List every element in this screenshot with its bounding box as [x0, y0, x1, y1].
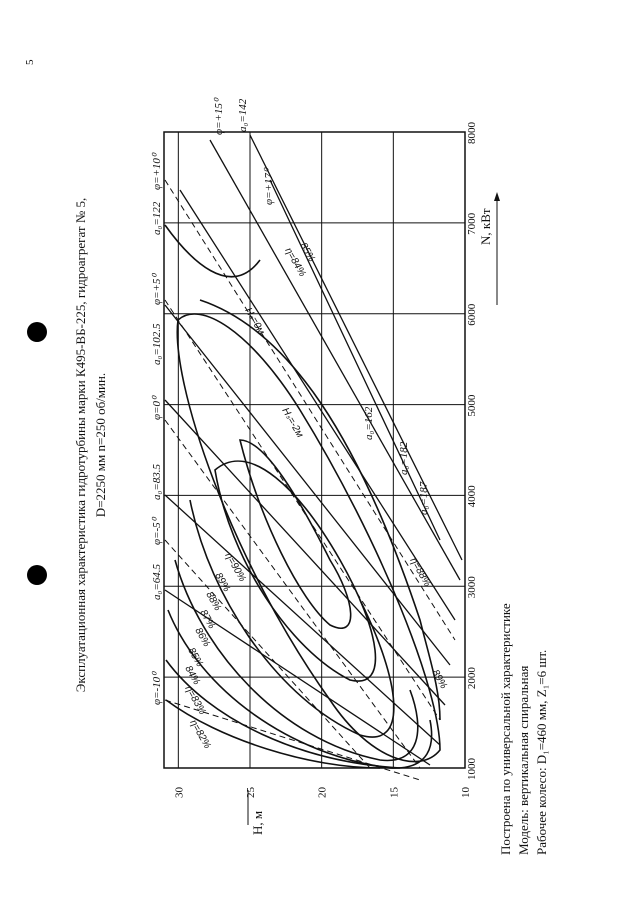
annotation: a₀=83.5: [151, 464, 163, 500]
phi-line: [164, 419, 421, 769]
phi-line: [164, 539, 371, 769]
punch-hole: [27, 322, 47, 342]
annotation: φ=-5⁰: [151, 516, 163, 545]
contour: [214, 460, 377, 682]
n-arrow-head: [494, 192, 500, 201]
page-number: 5: [24, 59, 36, 65]
annotation: 89%: [429, 668, 449, 691]
a0-line: [179, 189, 456, 621]
annotation: φ=+10⁰: [151, 152, 163, 190]
phi-line: [164, 299, 441, 721]
title: Эксплуатационная характеристика гидротур…: [73, 198, 88, 692]
a0-line: [249, 134, 463, 561]
a0-line: [209, 139, 461, 581]
a0-line: [164, 399, 446, 706]
phi-line: [164, 699, 421, 781]
punch-hole: [27, 565, 47, 585]
curves: [164, 134, 463, 781]
subtitle: D=2250 мм n=250 об/мин.: [93, 373, 108, 517]
contour: [167, 609, 433, 769]
contour: [165, 699, 381, 769]
contour: [174, 559, 419, 762]
contour: [189, 499, 395, 738]
plot-frame: [163, 131, 466, 769]
n-axis-label: N, кВт: [478, 208, 493, 245]
h-tick-label: 30: [173, 787, 185, 799]
n-tick-label: 4000: [466, 485, 478, 508]
note: Рабочее колесо: D₁=460 мм, Z₁=6 шт.: [534, 650, 549, 855]
n-tick-label: 3000: [466, 576, 478, 599]
h-tick-label: 15: [388, 787, 400, 799]
annotation: a₀=102.5: [151, 323, 163, 365]
annotation: a₀=64.5: [151, 564, 163, 600]
annotation: η=88%: [407, 556, 432, 589]
h-axis-label: H, м: [250, 811, 265, 835]
annotation: a₀=182: [398, 441, 410, 475]
contour: [164, 224, 261, 278]
note: Построена по универсальной характеристик…: [498, 603, 513, 855]
h-tick-label: 10: [460, 787, 472, 799]
annotation: φ=-10⁰: [151, 671, 163, 705]
h-tick-label: 20: [317, 787, 329, 799]
a0-line: [164, 304, 451, 666]
contour: [176, 313, 441, 763]
annotation: a₀=162: [363, 406, 375, 440]
annotation: φ=+17⁰: [263, 167, 275, 205]
a0-line: [164, 589, 431, 766]
a0-line: [269, 179, 441, 541]
annotation: a₀=142: [237, 98, 249, 132]
contour: [165, 659, 401, 769]
n-tick-label: 8000: [466, 122, 478, 145]
phi-line: [164, 179, 456, 641]
a0-line: [164, 494, 441, 746]
annotation: φ=+15⁰: [213, 97, 225, 135]
annotation: 89%: [212, 571, 232, 594]
n-tick-label: 1000: [466, 758, 478, 781]
annotation: η=83%: [182, 684, 207, 717]
annotation: φ=+5⁰: [151, 273, 163, 305]
contour: [199, 299, 441, 721]
n-tick-label: 2000: [466, 667, 478, 690]
note: Модель: вертикальная спиральная: [516, 666, 531, 855]
contour: [238, 439, 352, 629]
annotation: φ=0⁰: [151, 395, 163, 420]
annotation: a₀=122: [151, 201, 163, 235]
n-tick-label: 6000: [466, 303, 478, 326]
grid: [164, 131, 466, 769]
annotation: η=82%: [187, 718, 212, 751]
annotation: a₀=187: [418, 481, 430, 515]
annotation: Hₛ=0м: [242, 306, 266, 337]
n-tick-label: 7000: [466, 212, 478, 235]
n-tick-label: 5000: [466, 394, 478, 417]
h-tick-label: 25: [245, 787, 257, 799]
